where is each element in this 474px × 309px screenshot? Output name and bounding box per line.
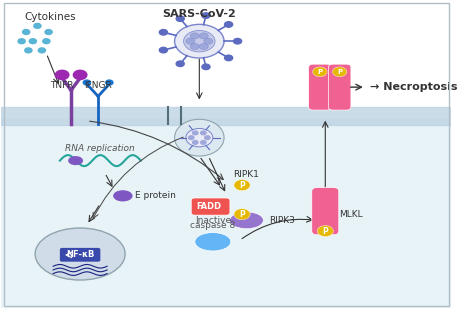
FancyBboxPatch shape [328,64,351,110]
Ellipse shape [69,157,82,164]
Circle shape [45,30,52,35]
Text: P: P [239,210,245,219]
Text: RIPK3: RIPK3 [269,216,295,225]
Text: P: P [322,226,328,235]
Circle shape [174,24,224,58]
Text: NF-κB: NF-κB [66,250,94,260]
Circle shape [106,80,113,85]
Ellipse shape [195,233,231,251]
Circle shape [225,55,233,61]
Circle shape [159,30,167,35]
Bar [1,118,451,308]
Text: TNFR: TNFR [50,81,74,90]
Circle shape [234,38,242,44]
Text: → Necroptosis: → Necroptosis [370,82,458,92]
Circle shape [313,67,327,77]
Ellipse shape [230,212,264,229]
Text: Inactive: Inactive [195,216,231,225]
Text: RNA replication: RNA replication [65,144,135,153]
Circle shape [29,39,36,44]
FancyBboxPatch shape [309,64,331,110]
Circle shape [204,38,213,44]
Circle shape [191,33,200,39]
Circle shape [225,22,233,27]
Text: RIPK1: RIPK1 [234,170,259,179]
Circle shape [38,48,46,53]
Circle shape [43,39,50,44]
Circle shape [159,47,167,53]
Circle shape [200,33,208,39]
Circle shape [186,129,213,147]
Circle shape [332,67,347,77]
Bar [1,110,451,115]
Text: Cytokines: Cytokines [24,12,75,22]
Circle shape [202,13,210,18]
Ellipse shape [174,119,224,156]
FancyBboxPatch shape [191,198,230,215]
Circle shape [176,16,184,21]
Bar [1,107,451,125]
Text: P: P [337,69,342,75]
Circle shape [234,180,250,191]
Circle shape [192,131,198,135]
Text: P: P [239,181,245,190]
Circle shape [191,44,200,49]
Circle shape [176,61,184,66]
Circle shape [23,30,30,35]
Text: FADD: FADD [196,202,221,211]
Circle shape [202,64,210,70]
Circle shape [317,226,333,237]
Circle shape [183,31,215,52]
Circle shape [34,23,41,28]
Circle shape [25,48,32,53]
Ellipse shape [114,191,132,201]
Circle shape [186,38,195,44]
Circle shape [234,209,250,220]
Circle shape [55,70,69,79]
Ellipse shape [35,228,125,280]
Circle shape [192,141,198,144]
Text: caspase 8: caspase 8 [190,221,236,230]
Circle shape [200,44,208,49]
Text: IFNGR: IFNGR [84,81,112,90]
Circle shape [201,141,206,144]
Circle shape [201,131,206,135]
Text: MLKL: MLKL [339,210,363,219]
FancyBboxPatch shape [60,248,100,262]
Circle shape [205,136,210,139]
Circle shape [73,70,87,79]
Circle shape [189,136,194,139]
FancyBboxPatch shape [312,188,339,235]
Circle shape [83,80,91,85]
Text: SARS-CoV-2: SARS-CoV-2 [163,9,236,19]
Circle shape [18,39,25,44]
Text: E protein: E protein [136,191,176,200]
Text: P: P [317,69,322,75]
